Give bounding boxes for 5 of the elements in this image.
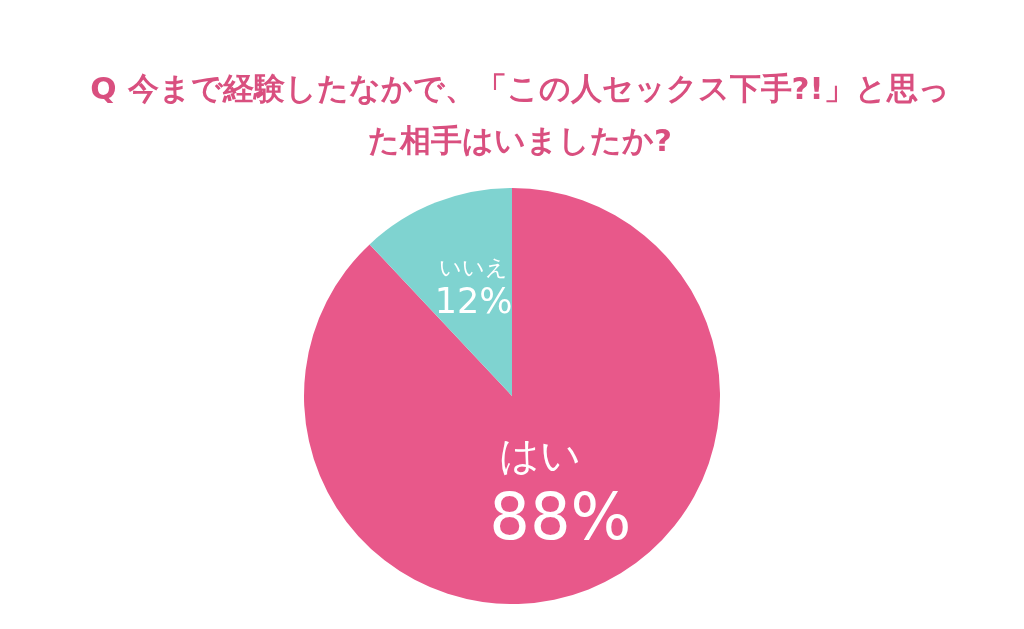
slice-label: はい	[499, 432, 582, 479]
chart-title: Q 今まで経験したなかで、「この人セックス下手?!」と思った相手はいましたか?	[90, 69, 950, 160]
data-label: 12%	[434, 281, 513, 322]
data-label: 88%	[489, 480, 632, 555]
slice-label: いいえ	[439, 254, 509, 280]
